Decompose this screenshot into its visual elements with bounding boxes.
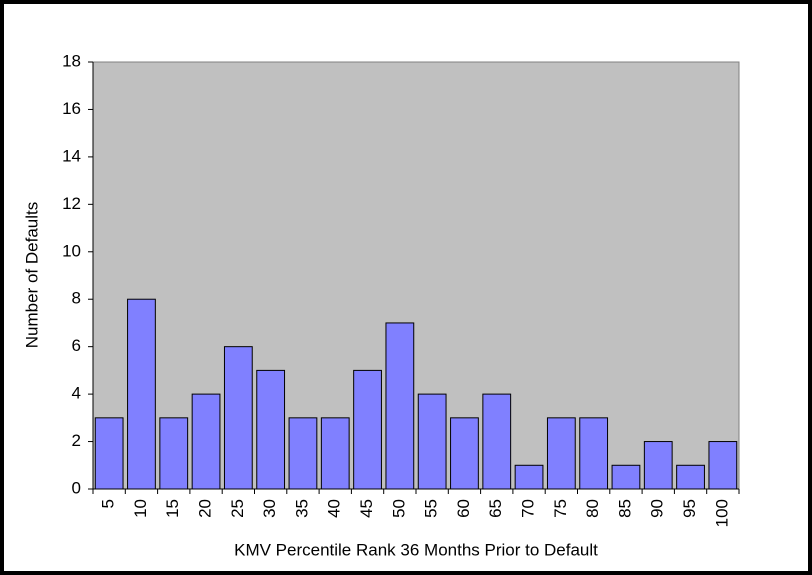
x-tick-label: 60 bbox=[454, 499, 473, 518]
x-tick-label: 25 bbox=[228, 499, 247, 518]
y-tick-label: 10 bbox=[62, 241, 81, 260]
bar bbox=[676, 464, 705, 490]
x-tick-label: 100 bbox=[712, 499, 731, 527]
x-axis-title: KMV Percentile Rank 36 Months Prior to D… bbox=[234, 540, 598, 559]
y-tick-label: 2 bbox=[72, 431, 81, 450]
y-tick-label: 8 bbox=[72, 289, 81, 308]
x-tick-label: 95 bbox=[680, 499, 699, 518]
x-tick-label: 65 bbox=[486, 499, 505, 518]
bar bbox=[320, 417, 350, 490]
bar bbox=[643, 441, 673, 490]
x-tick-label: 5 bbox=[99, 499, 118, 508]
plot-area bbox=[92, 61, 740, 490]
bar bbox=[579, 417, 609, 490]
bar bbox=[353, 369, 382, 490]
bar bbox=[288, 417, 318, 490]
y-tick-label: 14 bbox=[62, 146, 81, 165]
bar bbox=[127, 298, 156, 490]
y-tick-label: 4 bbox=[72, 384, 81, 403]
x-tick-label: 80 bbox=[583, 499, 602, 518]
x-tick-label: 70 bbox=[519, 499, 538, 518]
bar bbox=[94, 417, 124, 490]
x-tick-label: 85 bbox=[615, 499, 634, 518]
y-tick-label: 0 bbox=[72, 478, 81, 497]
x-tick-label: 40 bbox=[325, 499, 344, 518]
bar bbox=[223, 346, 253, 490]
bar bbox=[450, 417, 479, 490]
x-tick-label: 75 bbox=[551, 499, 570, 518]
y-axis-title: Number of Defaults bbox=[22, 202, 41, 348]
x-tick-label: 10 bbox=[131, 499, 150, 518]
bar bbox=[256, 369, 286, 490]
bar bbox=[191, 393, 221, 490]
x-tick-label: 35 bbox=[292, 499, 311, 518]
y-tick-label: 12 bbox=[62, 194, 81, 213]
x-tick-label: 30 bbox=[260, 499, 279, 518]
y-tick-label: 6 bbox=[72, 336, 81, 355]
x-tick-label: 90 bbox=[648, 499, 667, 518]
x-tick-label: 55 bbox=[422, 499, 441, 518]
bar bbox=[514, 464, 544, 490]
bar bbox=[159, 417, 189, 490]
x-tick-label: 20 bbox=[196, 499, 215, 518]
bar bbox=[546, 417, 576, 490]
x-tick-label: 50 bbox=[389, 499, 408, 518]
bar bbox=[482, 393, 512, 490]
y-tick-label: 16 bbox=[62, 99, 81, 118]
bar bbox=[611, 464, 641, 490]
x-tick-label: 15 bbox=[163, 499, 182, 518]
y-tick-label: 18 bbox=[62, 51, 81, 70]
x-tick-label: 45 bbox=[357, 499, 376, 518]
bar bbox=[708, 441, 738, 490]
bar bbox=[385, 322, 415, 490]
bar bbox=[417, 393, 447, 490]
